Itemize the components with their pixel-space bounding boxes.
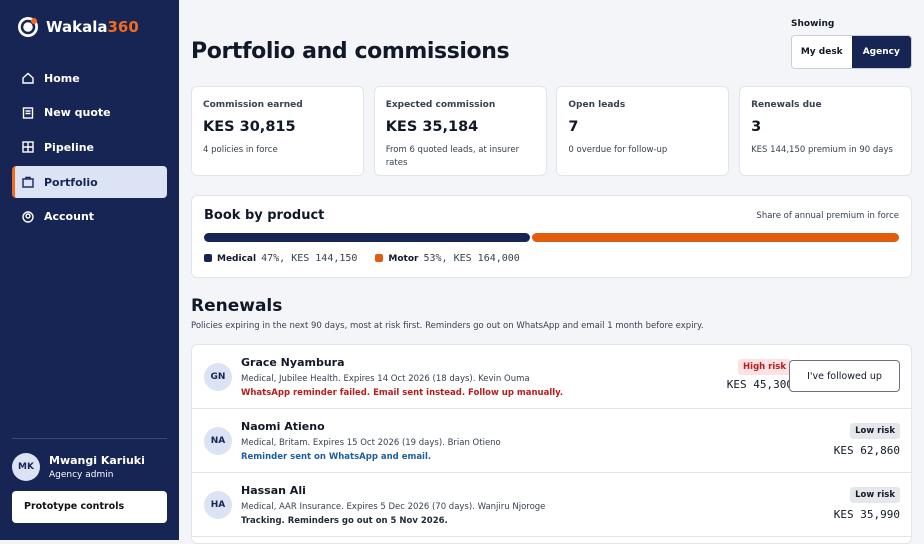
risk-badge: Low risk [850,487,900,503]
premium: KES 35,990 [833,508,900,521]
renewal-row: NA Naomi Atieno Medical, Britam. Expires 1… [192,409,911,473]
nav-label: Pipeline [44,140,94,154]
avatar: HA [204,491,232,519]
showing: Showing My desk Agency [791,19,912,69]
toggle: My desk Agency [791,35,912,69]
stat-note: 4 policies in force [203,145,278,155]
stat-label: Commission earned [203,100,303,110]
stat-note: 0 overdue for follow-up [568,145,668,155]
logo [18,17,38,37]
nav-item[interactable]: New quote [12,97,167,129]
toggle-option[interactable]: Agency [851,36,911,68]
risk-badge: Low risk [850,423,900,439]
stat-label: Renewals due [751,100,822,110]
risk-badge: High risk [738,359,791,375]
nav-label: Portfolio [44,175,98,189]
client-name: Hassan Ali [241,484,306,497]
stat-card: Expected commission KES 35,184 From 6 quot… [373,86,547,176]
stat-card: Renewals due 3 KES 144,150 premium in 90 d… [739,86,913,176]
share-bar [204,233,899,242]
stat-note: From 6 quoted leads, at insurer rates [385,145,520,168]
stat-label: Open leads [568,100,626,110]
renewal-status: WhatsApp reminder failed. Email sent ins… [241,388,564,398]
nav-label: New quote [44,106,111,120]
showing-label: Showing [791,19,835,29]
nav: Home New quote Pipeline Portfolio Accoun… [12,62,167,235]
book-title: Book by product [204,208,325,223]
policy-details: Medical, Jubilee Health. Expires 14 Oct … [241,374,530,384]
avatar: NA [204,427,232,455]
legend-name: Motor [388,254,419,264]
legend-swatch [204,254,212,262]
stat-value: 7 [568,119,579,135]
legend-swatch [375,254,384,262]
section-title: Renewals [191,296,283,316]
stat-value: KES 30,815 [203,119,296,135]
bar-segment [531,233,899,242]
premium: KES 45,300 [726,378,793,391]
page-title: Portfolio and commissions [191,39,510,64]
legend-detail: 53%, KES 164,000 [423,253,520,264]
avatar: MK [12,453,40,481]
renewal-status: Reminder sent on WhatsApp and email. [241,452,432,462]
brand: Wakala360 [17,16,139,38]
stat-value: 3 [751,119,762,135]
brand-name: Wakala [46,18,108,36]
book-card: Book by product Share of annual premium i… [191,195,912,278]
user: MK Mwangi Kariuki Agency admin [12,438,167,481]
brand-suffix: 360 [107,18,139,36]
renewal-row: GN Grace Nyambura Medical, Jubilee Health.… [192,345,911,409]
legend-item: Medical 47%, KES 144,150 [204,253,357,264]
stat-card: Open leads 7 0 overdue for follow-up [556,86,730,176]
renewal-row: HA Hassan Ali Medical, AAR Insurance. Expi… [192,473,911,537]
premium: KES 62,860 [833,444,900,457]
prototype-button[interactable]: Prototype controls [12,491,167,523]
book-caption: Share of annual premium in force [756,210,899,221]
toggle-option[interactable]: My desk [792,36,852,68]
avatar: GN [204,363,232,391]
nav-item[interactable]: Pipeline [12,131,167,163]
bar-segment [204,233,530,242]
policy-details: Medical, Britam. Expires 15 Oct 2026 (19… [241,438,501,448]
section-subtitle: Policies expiring in the next 90 days, m… [191,321,704,331]
nav-label: Account [44,210,95,224]
nav-item[interactable]: Account [12,201,167,233]
legend: Medical 47%, KES 144,150 Motor 53%, KES 164… [204,253,899,264]
legend-detail: 47%, KES 144,150 [261,253,358,264]
stat-value: KES 35,184 [385,119,479,135]
client-name: Naomi Atieno [241,420,325,433]
stat-label: Expected commission [385,100,496,110]
client-name: Grace Nyambura [241,356,345,369]
policy-details: Medical, AAR Insurance. Expires 5 Dec 20… [241,502,546,512]
sidebar: Wakala360 Home New quote Pipeline Portfo… [0,0,179,540]
renewal-status: Tracking. Reminders go out on 5 Nov 2026… [241,516,448,526]
user-role: Agency admin [49,470,114,480]
nav-item[interactable]: Home [12,62,167,94]
renewals-list: GN Grace Nyambura Medical, Jubilee Health.… [191,344,912,544]
stat-note: KES 144,150 premium in 90 days [751,145,893,155]
legend-item: Motor 53%, KES 164,000 [375,253,520,264]
nav-item[interactable]: Portfolio [12,166,167,199]
user-name: Mwangi Kariuki [49,454,145,467]
nav-label: Home [44,71,80,85]
legend-name: Medical [217,254,257,264]
followed-up-button[interactable]: I've followed up [789,360,900,392]
stat-card: Commission earned KES 30,815 4 policies in… [191,86,364,176]
